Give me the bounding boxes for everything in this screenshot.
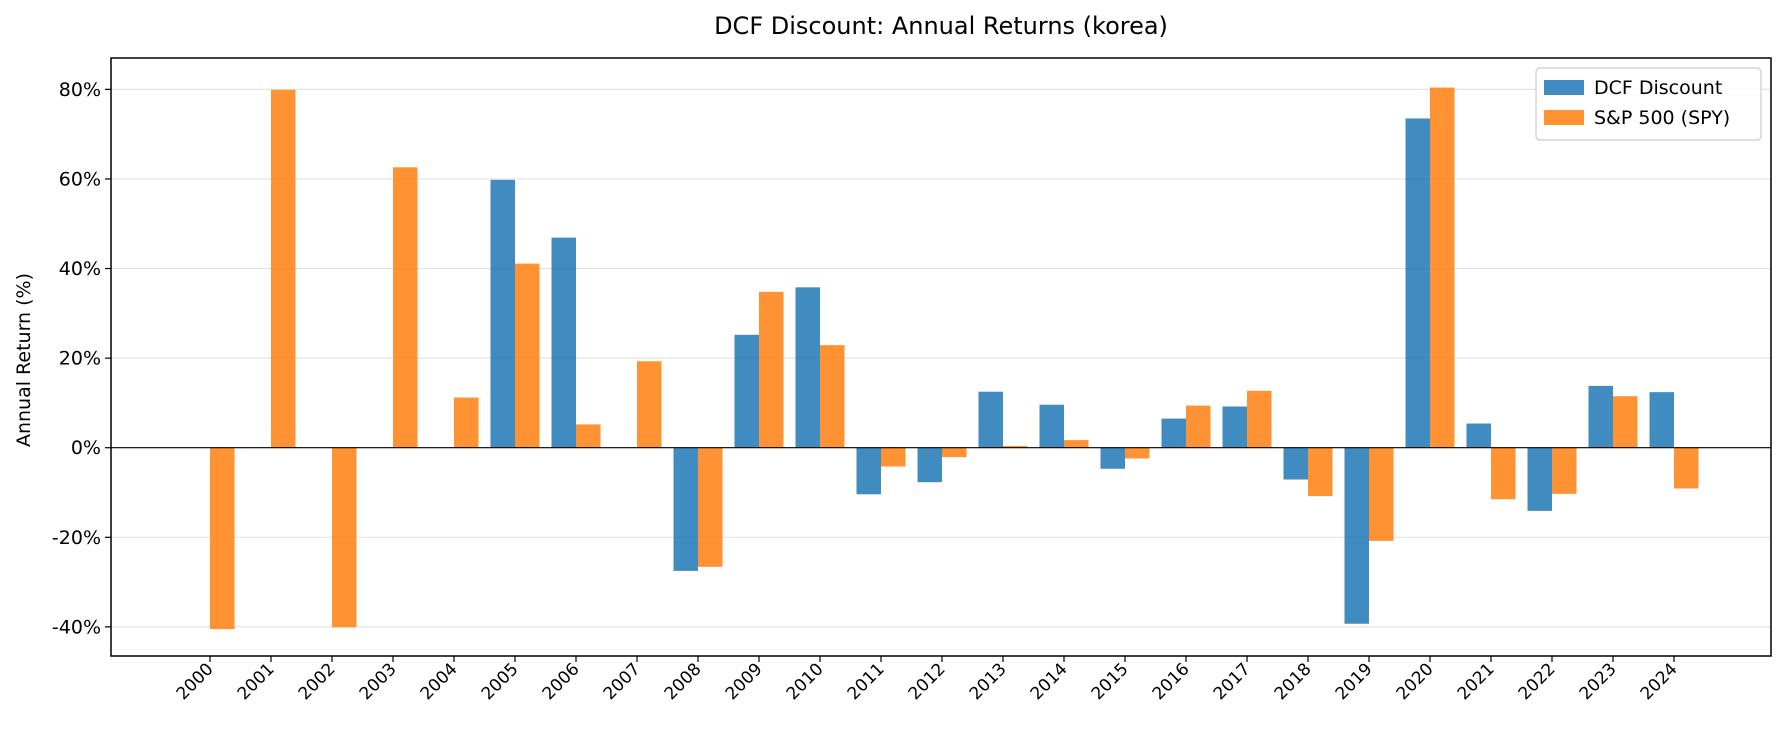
gridlines	[111, 88, 1771, 628]
bar-spy-2015	[1125, 447, 1150, 459]
y-axis-label: Annual Return (%)	[13, 273, 35, 447]
bar-spy-2020	[1430, 87, 1455, 448]
bar-spy-2007	[637, 361, 662, 448]
y-tick-label: -40%	[52, 616, 101, 638]
legend-label-dcf: DCF Discount	[1594, 77, 1722, 99]
x-tick-label: 2022	[1515, 659, 1560, 704]
x-tick-label: 2011	[844, 659, 889, 704]
x-tick-label: 2012	[905, 659, 950, 704]
bar-dcf-2023	[1588, 385, 1613, 448]
y-axis: -40% -20% 0% 20% 40% 60% 80%	[52, 79, 111, 638]
bar-dcf-2014	[1039, 404, 1064, 448]
bar-dcf-2010	[795, 287, 820, 448]
bar-spy-2002	[332, 447, 357, 628]
bar-dcf-2009	[734, 334, 759, 448]
bar-dcf-2019	[1344, 447, 1369, 624]
bar-spy-2010	[820, 345, 845, 448]
legend-label-spy: S&P 500 (SPY)	[1594, 107, 1730, 129]
bar-dcf-2006	[551, 237, 576, 448]
x-tick-label: 2023	[1576, 659, 1621, 704]
bar-spy-2008	[698, 447, 723, 567]
bar-dcf-2016	[1161, 418, 1186, 448]
x-tick-label: 2007	[600, 659, 645, 704]
bar-spy-2009	[759, 291, 784, 448]
x-tick-label: 2000	[173, 659, 218, 704]
bar-dcf-2008	[673, 447, 698, 571]
x-tick-label: 2024	[1637, 659, 1682, 704]
bar-dcf-2022	[1527, 447, 1552, 511]
x-axis: 2000 2001 2002 2003 2004 2005 2006 2007 2008 2009…	[173, 656, 1682, 704]
bar-spy-2004	[454, 397, 479, 448]
bar-dcf-2017	[1222, 406, 1247, 448]
legend-swatch-dcf	[1544, 80, 1584, 95]
bar-dcf-2024	[1649, 392, 1674, 448]
bar-spy-2011	[881, 447, 906, 467]
x-tick-label: 2020	[1393, 659, 1438, 704]
bar-dcf-2012	[917, 447, 942, 483]
legend-swatch-spy	[1544, 110, 1584, 125]
y-tick-label: -20%	[52, 527, 101, 549]
bar-spy-2000	[210, 447, 235, 630]
x-tick-label: 2005	[478, 659, 523, 704]
bar-spy-2006	[576, 424, 601, 448]
x-tick-label: 2013	[966, 659, 1011, 704]
bar-dcf-2005	[490, 179, 515, 448]
chart-title: DCF Discount: Annual Returns (korea)	[714, 12, 1168, 40]
x-tick-label: 2003	[356, 659, 401, 704]
x-tick-label: 2008	[661, 659, 706, 704]
bar-dcf-2021	[1466, 423, 1491, 448]
bar-dcf-2020	[1405, 118, 1430, 448]
y-tick-label: 40%	[59, 258, 101, 280]
bar-spy-2001	[271, 89, 296, 448]
bar-spy-2023	[1613, 396, 1638, 448]
bar-spy-2013	[1003, 445, 1028, 448]
x-tick-label: 2001	[234, 659, 279, 704]
bar-dcf-2018	[1283, 447, 1308, 480]
bar-dcf-2013	[978, 391, 1003, 448]
x-tick-label: 2015	[1088, 659, 1133, 704]
bar-spy-2022	[1552, 447, 1577, 494]
bar-spy-2017	[1247, 390, 1272, 448]
bar-spy-2018	[1308, 447, 1333, 497]
legend-box	[1535, 67, 1762, 141]
x-tick-label: 2004	[417, 659, 462, 704]
y-tick-label: 80%	[59, 79, 101, 101]
x-tick-label: 2014	[1027, 659, 1072, 704]
legend: DCF Discount S&P 500 (SPY)	[1535, 67, 1762, 141]
bar-spy-2014	[1064, 440, 1089, 448]
x-tick-label: 2002	[295, 659, 340, 704]
y-tick-label: 60%	[59, 168, 101, 190]
x-tick-label: 2009	[722, 659, 767, 704]
bars	[210, 87, 1699, 630]
x-tick-label: 2006	[539, 659, 584, 704]
y-tick-label: 0%	[71, 437, 101, 459]
bar-dcf-2015	[1100, 447, 1125, 469]
plot-frame	[110, 57, 1772, 657]
bar-spy-2016	[1186, 405, 1211, 448]
x-tick-label: 2021	[1454, 659, 1499, 704]
bar-dcf-2011	[856, 447, 881, 495]
x-tick-label: 2016	[1149, 659, 1194, 704]
x-tick-label: 2017	[1210, 659, 1255, 704]
y-tick-label: 20%	[59, 348, 101, 370]
x-tick-label: 2010	[783, 659, 828, 704]
bar-spy-2003	[393, 167, 418, 448]
bar-spy-2005	[515, 263, 540, 448]
x-tick-label: 2018	[1271, 659, 1316, 704]
bar-spy-2019	[1369, 447, 1394, 541]
bar-spy-2012	[942, 447, 967, 458]
bar-spy-2021	[1491, 447, 1516, 500]
x-tick-label: 2019	[1332, 659, 1377, 704]
bar-spy-2024	[1674, 447, 1699, 489]
